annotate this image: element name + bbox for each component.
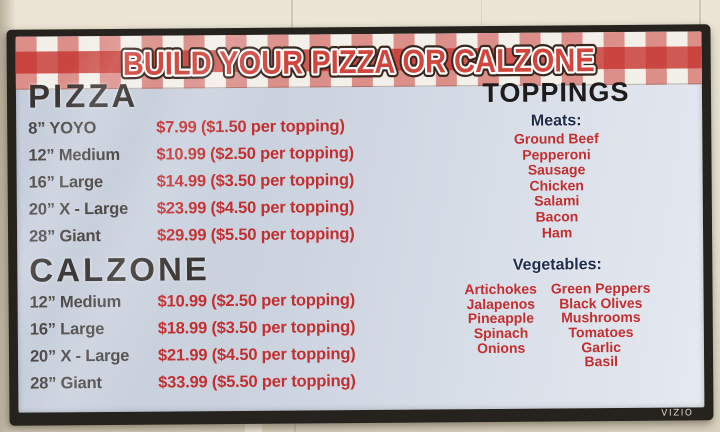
svg-text:BUILD YOUR PIZZA OR CALZONE: BUILD YOUR PIZZA OR CALZONE bbox=[123, 41, 595, 82]
pizza-row: 12” Medium $10.99 ($2.50 per topping) bbox=[28, 140, 398, 170]
price-label: $23.99 ($4.50 per topping) bbox=[156, 198, 355, 218]
menu-banner: BUILD YOUR PIZZA OR CALZONE BUILD YOUR P… bbox=[15, 31, 702, 90]
calzone-price-list: 12” Medium $10.99 ($2.50 per topping) 16… bbox=[29, 287, 400, 398]
price-label: $10.99 ($2.50 per topping) bbox=[157, 291, 356, 311]
pizza-heading: PIZZA bbox=[27, 76, 139, 115]
price-label: $18.99 ($3.50 per topping) bbox=[157, 318, 356, 338]
pizza-row: 16” Large $14.99 ($3.50 per topping) bbox=[29, 167, 399, 197]
vegetables-heading: Vegetables: bbox=[512, 256, 602, 274]
pizza-row: 20” X - Large $23.99 ($4.50 per topping) bbox=[29, 194, 399, 224]
meats-heading: Meats: bbox=[530, 112, 582, 130]
vegetable-item: Basil bbox=[584, 353, 619, 370]
size-label: 12” Medium bbox=[28, 145, 121, 165]
vegetable-item: Onions bbox=[476, 339, 526, 356]
size-label: 16” Large bbox=[28, 173, 104, 192]
tv-screen: BUILD YOUR PIZZA OR CALZONE BUILD YOUR P… bbox=[15, 31, 705, 413]
toppings-section: TOPPINGS Meats: Ground Beef Pepperoni Sa… bbox=[416, 77, 698, 370]
pizza-row: 28” Giant $29.99 ($5.50 per topping) bbox=[29, 221, 399, 251]
calzone-row: 28” Giant $33.99 ($5.50 per topping) bbox=[30, 368, 400, 398]
vegetables-list: Artichokes Jalapenos Pineapple Spinach O… bbox=[417, 280, 698, 371]
price-label: $21.99 ($4.50 per topping) bbox=[157, 345, 356, 365]
meat-item: Ham bbox=[541, 223, 573, 241]
svg-text:BUILD YOUR PIZZA OR CALZONE: BUILD YOUR PIZZA OR CALZONE bbox=[123, 41, 595, 82]
size-label: 28” Giant bbox=[29, 227, 101, 246]
size-label: 20” X - Large bbox=[29, 346, 130, 366]
size-label: 16” Large bbox=[29, 320, 105, 339]
pizza-price-list: 8” YOYO $7.99 ($1.50 per topping) 12” Me… bbox=[28, 113, 399, 251]
price-label: $7.99 ($1.50 per topping) bbox=[156, 117, 345, 137]
wall-seam bbox=[291, 0, 293, 30]
size-label: 8” YOYO bbox=[28, 119, 97, 138]
wall-seam bbox=[481, 0, 482, 29]
wall-seam bbox=[294, 420, 296, 432]
size-label: 28” Giant bbox=[30, 374, 102, 393]
banner-title: BUILD YOUR PIZZA OR CALZONE BUILD YOUR P… bbox=[118, 37, 599, 87]
size-label: 20” X - Large bbox=[28, 199, 129, 219]
vegetables-column-2: Green Peppers Black Olives Mushrooms Tom… bbox=[551, 280, 651, 370]
svg-text:BUILD YOUR PIZZA OR CALZONE: BUILD YOUR PIZZA OR CALZONE bbox=[123, 41, 595, 82]
meats-list: Ground Beef Pepperoni Sausage Chicken Sa… bbox=[416, 130, 697, 241]
price-label: $33.99 ($5.50 per topping) bbox=[158, 372, 356, 392]
calzone-heading: CALZONE bbox=[29, 250, 210, 289]
calzone-row: 16” Large $18.99 ($3.50 per topping) bbox=[30, 314, 400, 344]
price-label: $10.99 ($2.50 per topping) bbox=[156, 144, 354, 164]
tv-brand-logo: VIZIO bbox=[661, 408, 694, 419]
size-label: 12” Medium bbox=[29, 292, 122, 312]
calzone-row: 20” X - Large $21.99 ($4.50 per topping) bbox=[30, 341, 400, 371]
vegetable-item: Tomatoes bbox=[568, 323, 634, 341]
wall-seam bbox=[699, 0, 701, 29]
tv-frame: BUILD YOUR PIZZA OR CALZONE BUILD YOUR P… bbox=[6, 24, 714, 426]
pizza-row: 8” YOYO $7.99 ($1.50 per topping) bbox=[28, 113, 398, 143]
price-label: $29.99 ($5.50 per topping) bbox=[157, 225, 355, 245]
vegetable-item: Artichokes bbox=[464, 280, 537, 298]
toppings-heading: TOPPINGS bbox=[482, 76, 630, 109]
price-label: $14.99 ($3.50 per topping) bbox=[156, 171, 355, 191]
menu-left-column: PIZZA 8” YOYO $7.99 ($1.50 per topping) … bbox=[27, 76, 400, 398]
calzone-row: 12” Medium $10.99 ($2.50 per topping) bbox=[29, 287, 399, 317]
vegetables-column-1: Artichokes Jalapenos Pineapple Spinach O… bbox=[464, 280, 537, 370]
vegetable-item: Spinach bbox=[473, 324, 529, 342]
